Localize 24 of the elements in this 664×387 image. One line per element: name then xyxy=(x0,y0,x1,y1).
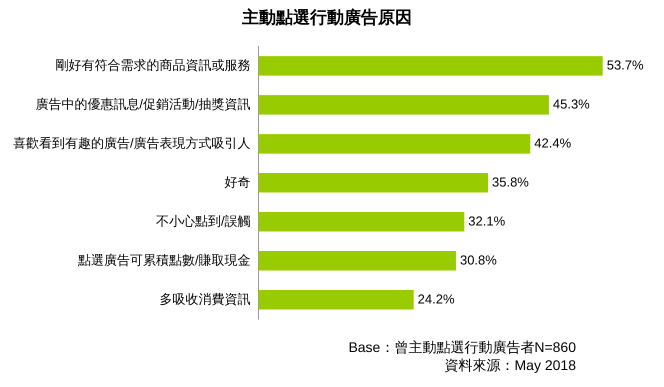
text: Base：曾主動點選行動廣告者N=860 xyxy=(348,338,576,356)
bar xyxy=(258,290,414,310)
y-tick-label: 點選廣告可累積點數/賺取現金 xyxy=(76,252,251,268)
bar xyxy=(258,134,530,154)
data-label: 24.2% xyxy=(418,291,455,306)
data-label: 53.7% xyxy=(606,57,644,72)
data-label: 35.8% xyxy=(492,174,530,190)
data-label: 45.3% xyxy=(552,96,590,112)
data-label: 32.1% xyxy=(468,213,506,228)
y-tick-label: 喜歡看到有趣的廣告/廣告表現方式吸引人 xyxy=(12,135,251,150)
data-label: 30.8% xyxy=(460,252,498,268)
y-tick-label: 多吸收消費資訊 xyxy=(160,291,251,306)
bar xyxy=(258,56,603,76)
y-tick-label: 剛好有符合需求的商品資訊或服務 xyxy=(56,57,251,72)
bar xyxy=(258,212,464,232)
source-note: 資料來源：May 2018 xyxy=(444,356,576,374)
y-tick-label: 不小心點到/誤觸 xyxy=(156,213,251,228)
bar xyxy=(258,95,549,115)
y-tick-label: 好奇 xyxy=(224,174,251,190)
data-label: 42.4% xyxy=(534,135,572,150)
bar xyxy=(258,251,456,270)
bar xyxy=(258,173,488,193)
chart-title: 主動點選行動廣告原因 xyxy=(241,8,412,27)
y-tick-label: 廣告中的優惠訊息/促銷活動/抽獎資訊 xyxy=(35,96,251,112)
